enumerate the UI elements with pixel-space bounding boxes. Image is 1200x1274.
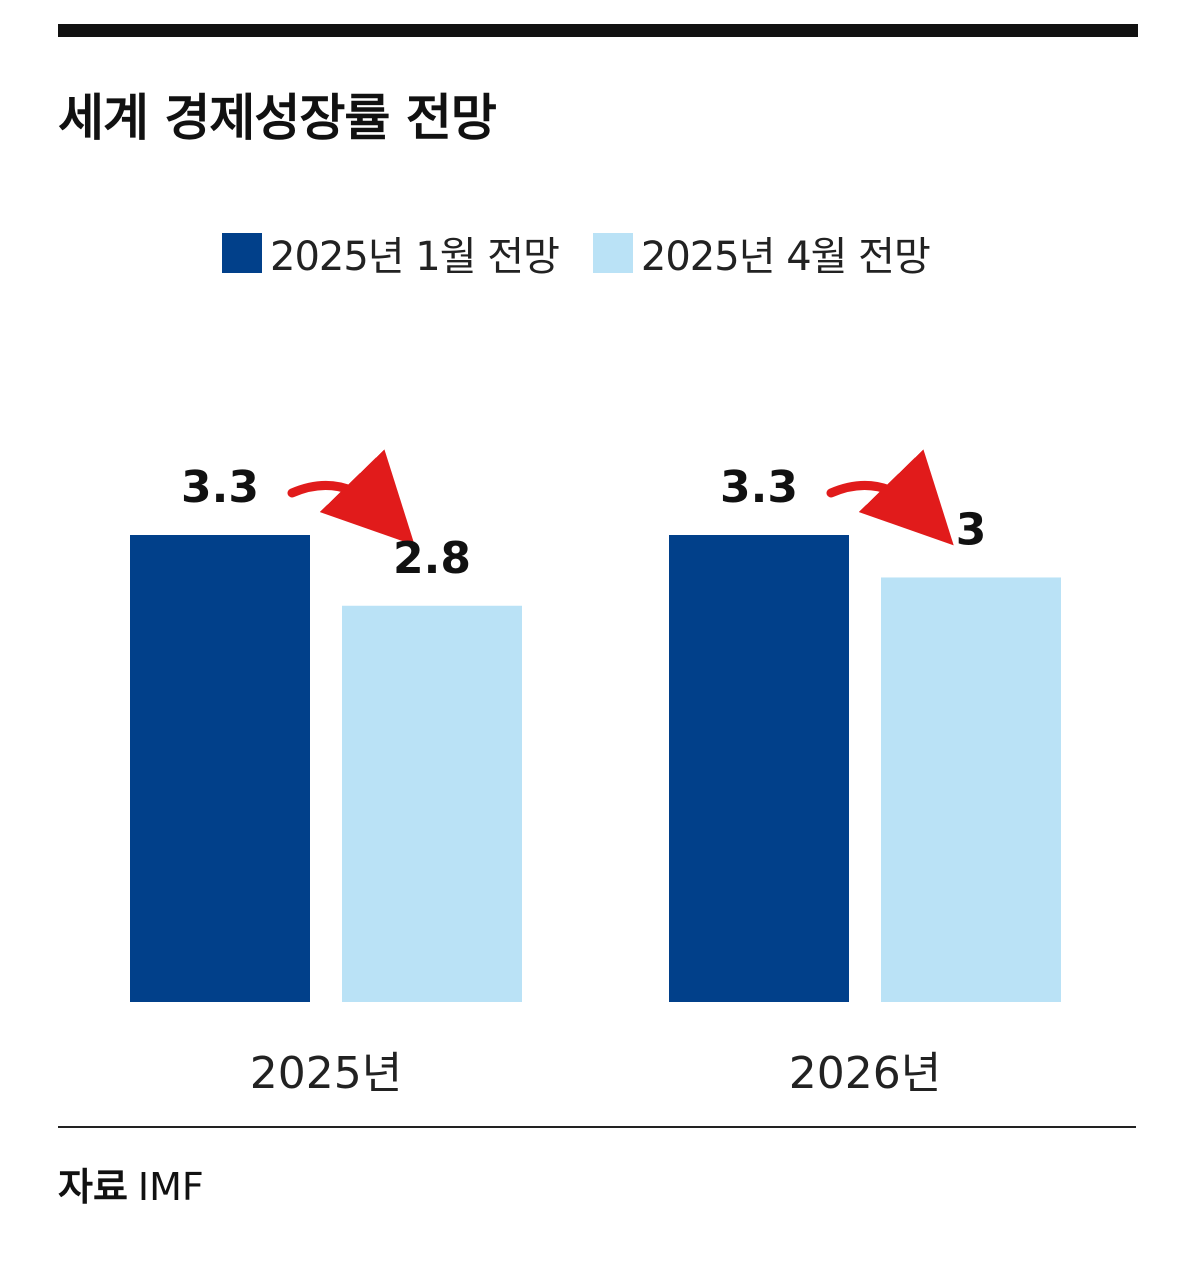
value-label-jan-2: 3.3	[720, 462, 798, 513]
top-rule	[58, 24, 1138, 37]
bar-apr-2	[881, 577, 1061, 1002]
category-label-2: 2026년	[789, 1048, 941, 1099]
legend-swatch-apr	[592, 233, 633, 273]
legend-label-apr: 2025년 4월 전망	[640, 234, 931, 280]
legend-swatch-jan	[222, 233, 262, 273]
value-label-jan-1: 3.3	[181, 462, 259, 513]
chart-title: 세계 경제성장률 전망	[58, 89, 497, 147]
legend: 2025년 1월 전망 2025년 4월 전망	[222, 228, 964, 280]
bottom-rule	[58, 1126, 1136, 1128]
decrease-arrow-1	[287, 449, 415, 546]
decrease-arrow-2	[826, 449, 954, 546]
source-note: 자료 IMF	[58, 1156, 204, 1211]
value-label-apr-1: 2.8	[393, 533, 471, 584]
value-label-apr-2: 3	[956, 504, 987, 555]
legend-item-jan: 2025년 1월 전망	[222, 224, 560, 282]
bar-jan-1	[130, 535, 310, 1002]
legend-label-jan: 2025년 1월 전망	[270, 234, 560, 280]
category-label-1: 2025년	[250, 1048, 402, 1099]
bar-jan-2	[669, 535, 849, 1002]
legend-item-apr: 2025년 4월 전망	[592, 224, 931, 282]
source-label: 자료	[58, 1165, 128, 1209]
bar-apr-1	[342, 605, 522, 1002]
source-value: IMF	[137, 1165, 204, 1209]
